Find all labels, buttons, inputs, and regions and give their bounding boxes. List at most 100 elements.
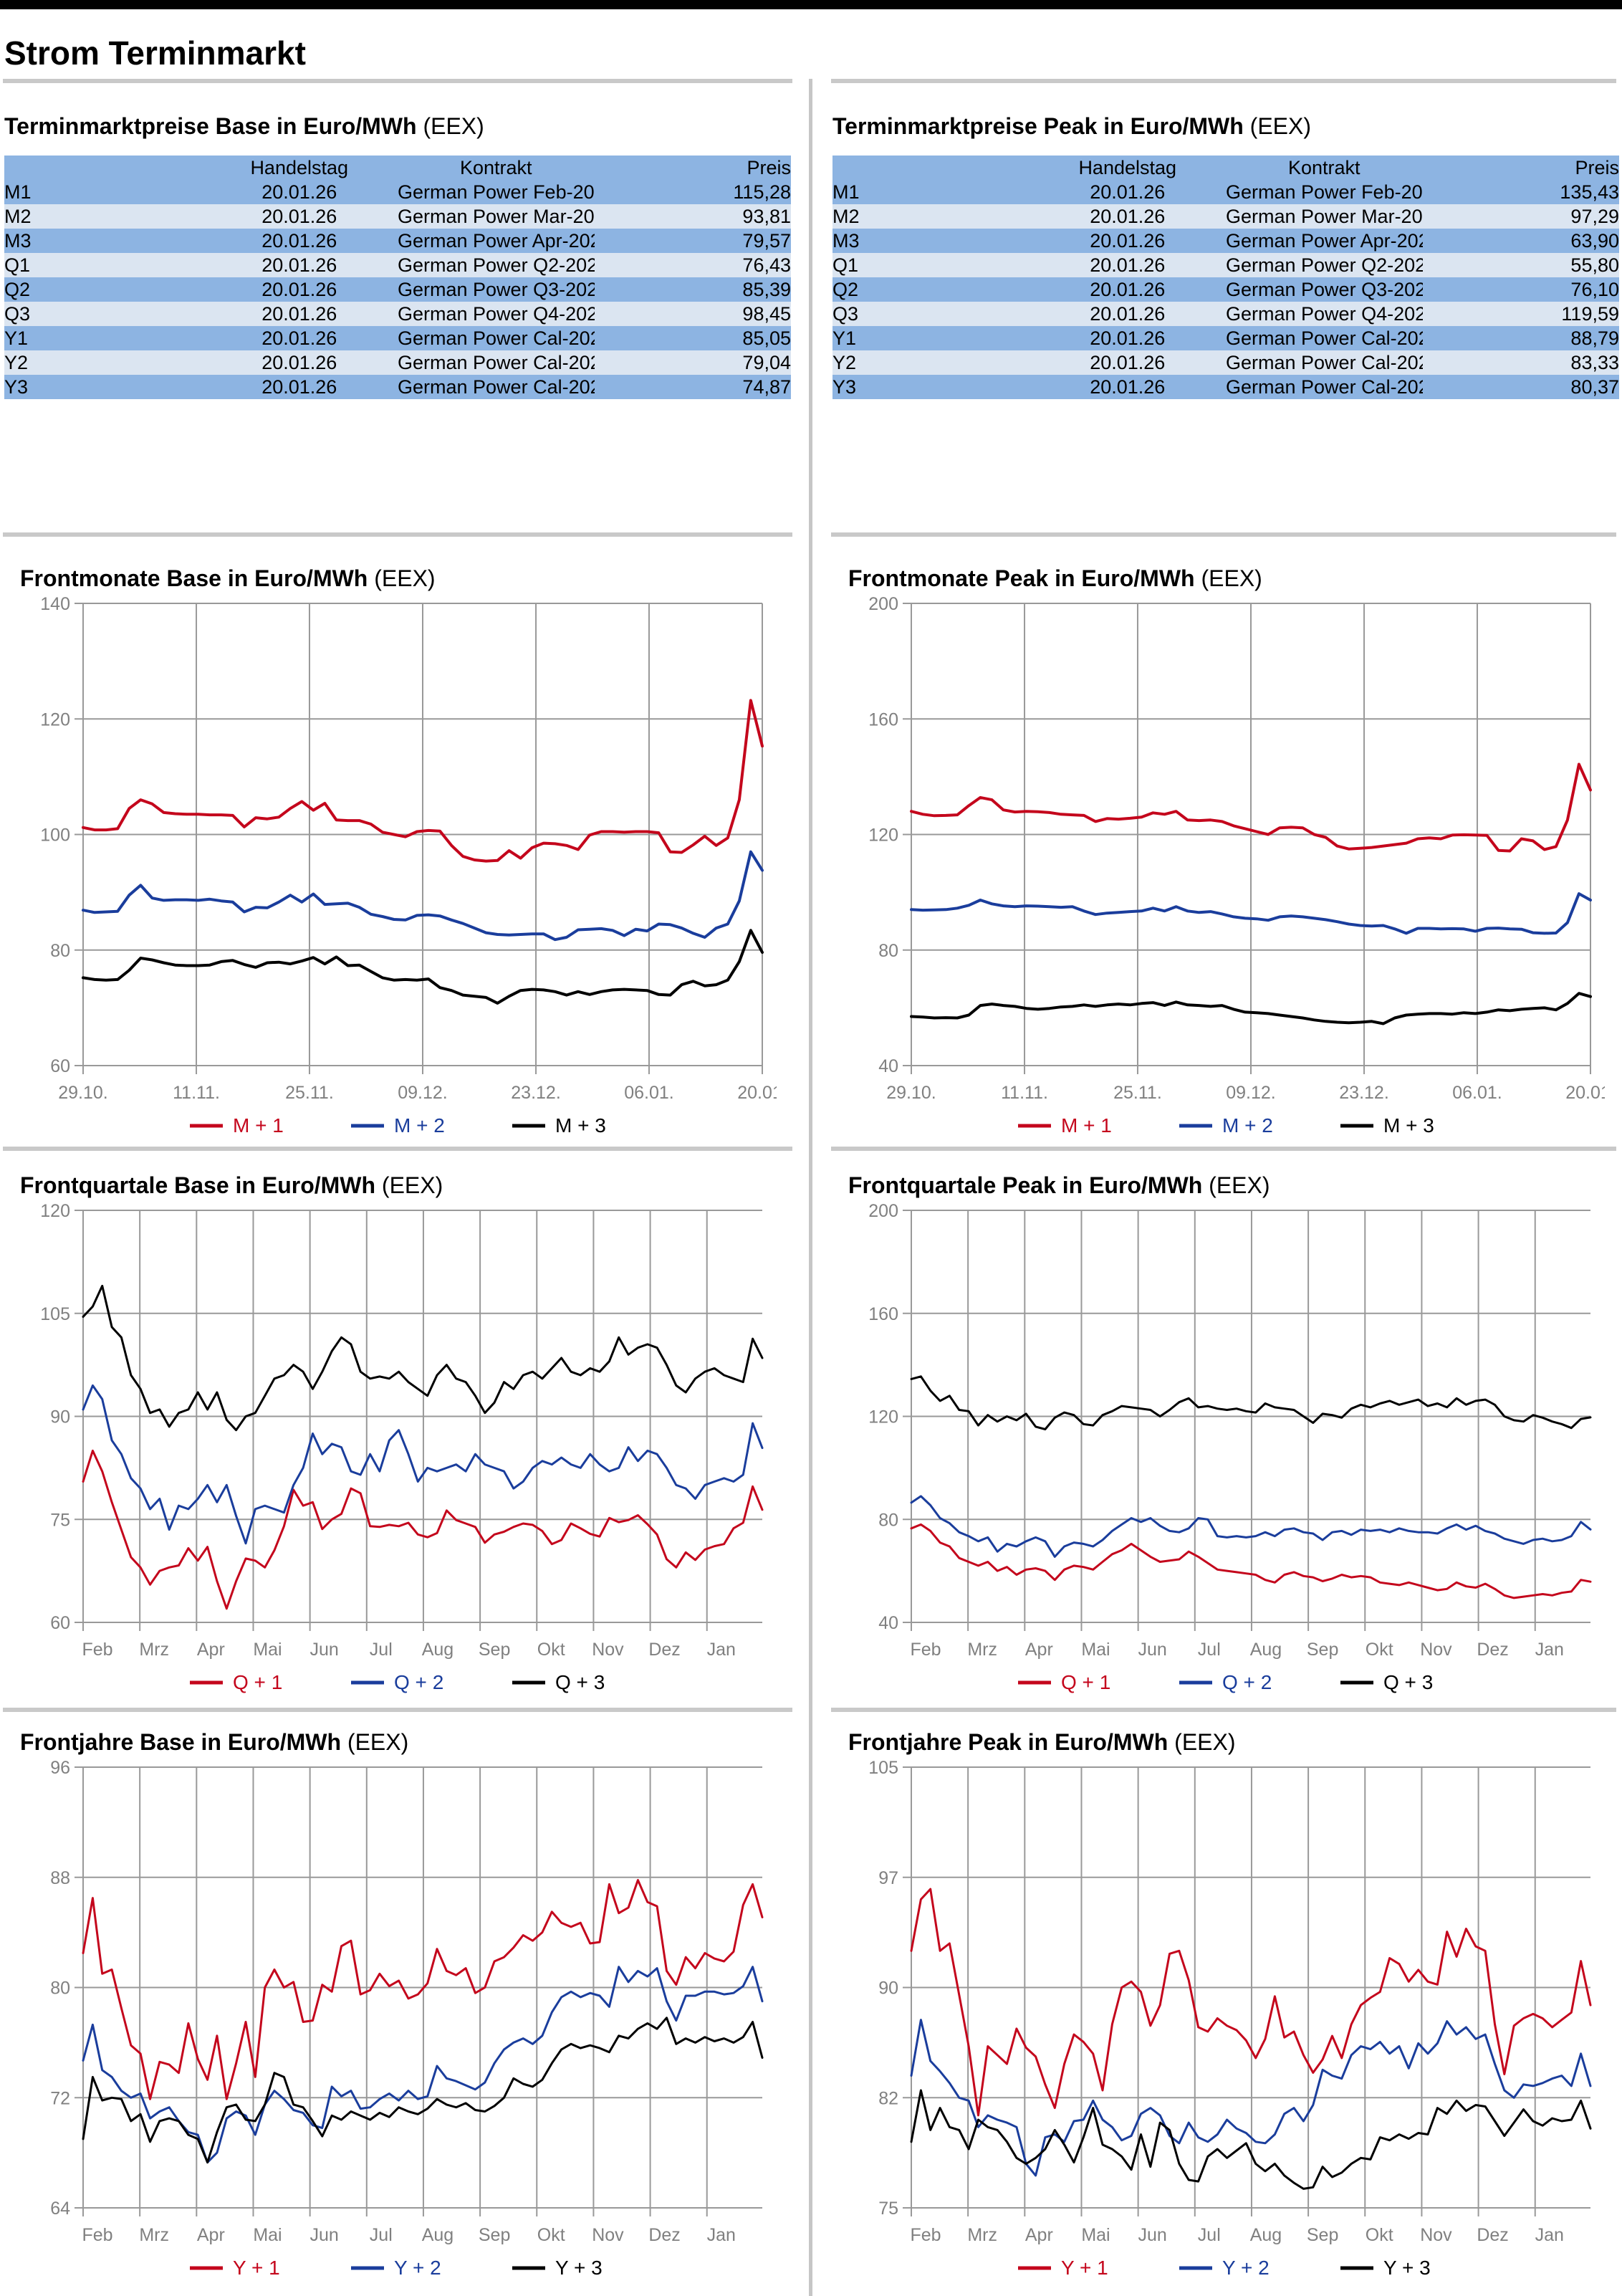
table-cell: German Power Apr-2026	[398, 229, 595, 252]
table-row: Y3 20.01.26 German Power Cal-2029 80,37	[832, 375, 1619, 399]
table-cell: 135,43	[1560, 181, 1619, 203]
legend-label: M + 2	[394, 1114, 445, 1137]
chart-title-text: Frontjahre Base in Euro/MWh	[20, 1729, 342, 1755]
legend-item: M + 1	[1018, 1114, 1112, 1137]
x-tick-label: Mai	[1081, 1640, 1110, 1660]
y-tick-label: 200	[868, 596, 898, 614]
legend-label: Y + 2	[1222, 2257, 1270, 2279]
table-cell: Q3	[4, 302, 31, 325]
table-cell: 20.01.26	[261, 229, 337, 252]
legend-item: Y + 3	[1340, 2257, 1431, 2279]
table-cell: 74,87	[742, 376, 791, 398]
frontquartale-peak-panel: Frontquartale Peak in Euro/MWh (EEX) 40 8…	[811, 1147, 1622, 1708]
chart-title-suffix: (EEX)	[1201, 565, 1262, 591]
frontjahre-peak-panel: Frontjahre Peak in Euro/MWh (EEX) 75 82 90…	[811, 1708, 1622, 2296]
chart-title-frontjahre-peak: Frontjahre Peak in Euro/MWh (EEX)	[848, 1729, 1616, 1756]
table-title-text: Terminmarktpreise Base in Euro/MWh	[4, 113, 417, 139]
x-tick-label: Mai	[1081, 2225, 1110, 2245]
legend-item: Q + 3	[512, 1671, 605, 1693]
series-line-M+1	[82, 699, 764, 863]
x-tick-label: Aug	[422, 1640, 454, 1660]
series-line-Q+1	[910, 1523, 1592, 1599]
legend-label: Y + 2	[394, 2257, 441, 2279]
chart-title-frontjahre-base: Frontjahre Base in Euro/MWh (EEX)	[20, 1729, 792, 1756]
y-tick-label: 140	[40, 596, 70, 614]
x-tick-label: Sep	[479, 1640, 510, 1660]
table-cell: 119,59	[1561, 302, 1619, 325]
column-header: Preis	[1575, 156, 1619, 178]
x-tick-label: Dez	[648, 2225, 680, 2245]
table-header-row: Handelstag Kontrakt Preis	[4, 156, 791, 180]
x-tick-label: Jun	[309, 2225, 338, 2245]
legend-label: M + 1	[233, 1114, 284, 1137]
x-tick-label: Jul	[1198, 1640, 1221, 1660]
chart-title-text: Frontquartale Base in Euro/MWh	[20, 1172, 376, 1198]
table-row: Q1 20.01.26 German Power Q2-2026 55,80	[832, 253, 1619, 277]
table-cell: 20.01.26	[1090, 278, 1166, 300]
x-tick-label: Sep	[1307, 2225, 1338, 2245]
section-rule	[3, 532, 792, 537]
x-tick-label: Apr	[197, 1640, 225, 1660]
table-cell: 63,90	[1570, 229, 1619, 252]
x-tick-label: Nov	[1420, 1640, 1452, 1660]
x-tick-label: 11.11.	[173, 1083, 220, 1103]
x-tick-label: Dez	[1477, 1640, 1508, 1660]
table-cell: 79,57	[742, 229, 791, 252]
y-tick-label: 90	[878, 1979, 898, 1999]
table-cell: 20.01.26	[261, 327, 337, 349]
chart-title-frontquartale-peak: Frontquartale Peak in Euro/MWh (EEX)	[848, 1172, 1616, 1199]
section-frontquartale: Frontquartale Base in Euro/MWh (EEX) 60 7…	[0, 1147, 1622, 1708]
table-cell: M2	[4, 205, 32, 227]
section-rule	[3, 1147, 792, 1151]
x-tick-label: Sep	[1307, 1640, 1338, 1660]
table-cell: M1	[832, 181, 860, 203]
x-tick-label: Dez	[648, 1640, 680, 1660]
table-title-base: Terminmarktpreise Base in Euro/MWh (EEX)	[4, 113, 792, 140]
legend-item: Y + 1	[190, 2257, 280, 2279]
table-row: M1 20.01.26 German Power Feb-2026 115,28	[4, 180, 791, 204]
table-row: M3 20.01.26 German Power Apr-2026 79,57	[4, 229, 791, 253]
x-tick-label: Nov	[592, 1640, 624, 1660]
chart-title-suffix: (EEX)	[381, 1172, 443, 1198]
table-cell: 97,29	[1570, 205, 1619, 227]
y-tick-label: 160	[868, 1304, 898, 1324]
x-tick-label: Jan	[707, 2225, 736, 2245]
table-cell: 76,10	[1570, 278, 1619, 300]
x-tick-label: 29.10.	[886, 1083, 936, 1103]
y-tick-label: 80	[878, 941, 898, 961]
table-cell: German Power Q3-2026	[398, 278, 595, 300]
table-cell: Y2	[4, 351, 29, 373]
frontmonate-peak-chart: 40 80 120 160 200 29.10. 11.11. 25.11. 09.12. 23.…	[831, 594, 1616, 1147]
series-line-Q+1	[82, 1449, 764, 1610]
series-line-Q+3	[910, 1375, 1592, 1430]
legend-label: Y + 1	[1061, 2257, 1108, 2279]
table-row: Y3 20.01.26 German Power Cal-2029 74,87	[4, 375, 791, 399]
y-tick-label: 60	[50, 1613, 70, 1633]
legend-item: Q + 2	[1179, 1671, 1272, 1693]
table-cell: German Power Q3-2026	[1226, 278, 1423, 300]
frontjahre-base-panel: Frontjahre Base in Euro/MWh (EEX) 64 72 80…	[0, 1708, 811, 2296]
x-tick-label: Jun	[1138, 2225, 1166, 2245]
x-tick-label: Mrz	[967, 1640, 997, 1660]
frontquartale-base-panel: Frontquartale Base in Euro/MWh (EEX) 60 7…	[0, 1147, 811, 1708]
table-cell: Q2	[832, 278, 859, 300]
table-cell: German Power Feb-2026	[398, 181, 595, 203]
table-cell: German Power Cal-2028	[1226, 351, 1423, 373]
table-cell: Y2	[832, 351, 857, 373]
legend-label: M + 2	[1222, 1114, 1273, 1137]
legend-label: Q + 3	[1383, 1671, 1433, 1693]
x-tick-label: 06.01.	[624, 1083, 674, 1103]
table-cell: 20.01.26	[1090, 351, 1166, 373]
table-cell: 98,45	[742, 302, 791, 325]
column-divider	[809, 79, 812, 2296]
table-cell: German Power Feb-2026	[1226, 181, 1423, 203]
chart-title-text: Frontmonate Base in Euro/MWh	[20, 565, 368, 591]
column-header	[4, 156, 201, 180]
table-cell: German Power Q4-2026	[398, 302, 595, 325]
table-cell: M3	[832, 229, 860, 252]
table-row: M2 20.01.26 German Power Mar-2026 93,81	[4, 204, 791, 229]
section-rule	[831, 1147, 1616, 1151]
y-tick-label: 120	[40, 709, 70, 730]
x-tick-label: 23.12.	[511, 1083, 561, 1103]
x-tick-label: Okt	[1366, 2225, 1393, 2245]
